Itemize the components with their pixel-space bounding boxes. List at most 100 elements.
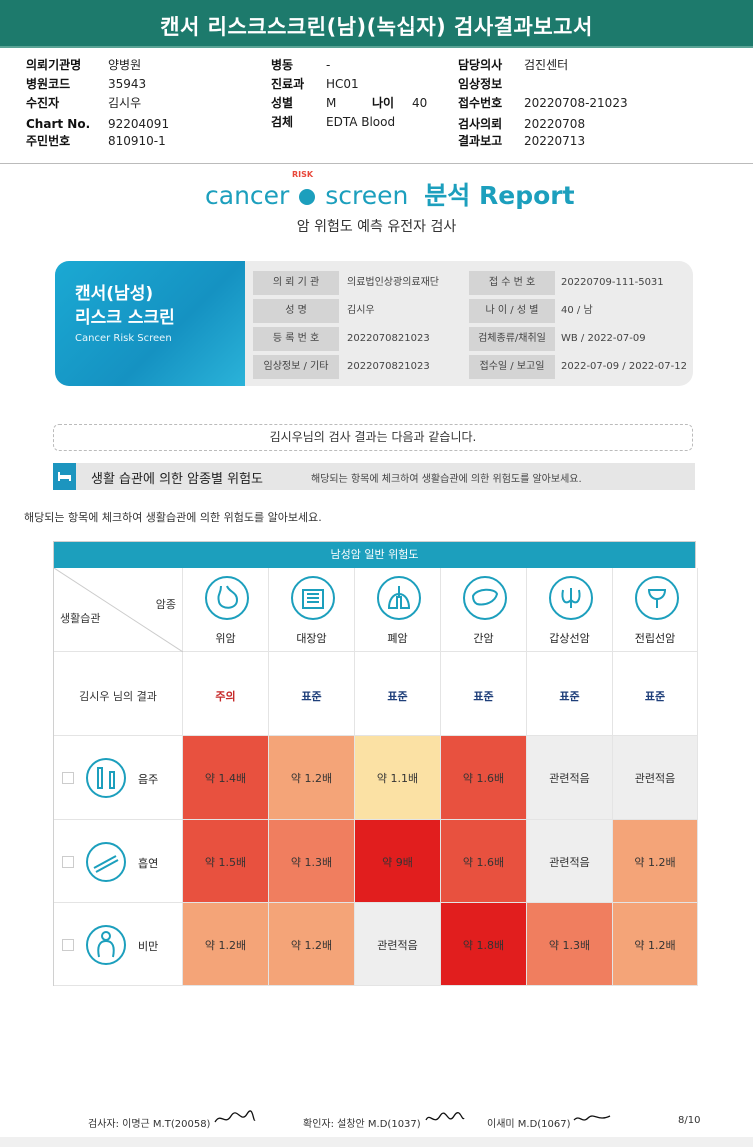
header-label: Chart No.: [26, 117, 91, 131]
obesity-icon: [86, 924, 126, 965]
result-value: 표준: [473, 690, 494, 703]
result-value: 표준: [559, 690, 580, 703]
risk-cell: 약 1.5배: [183, 820, 269, 903]
habit-checkbox[interactable]: [62, 772, 74, 784]
header-label: 결과보고: [458, 134, 503, 148]
risk-value: 약 1.6배: [462, 856, 505, 869]
header-label: 병원코드: [26, 77, 71, 91]
risk-value: 약 1.2배: [204, 939, 247, 952]
cancer-name: 갑상선암: [549, 632, 590, 645]
section-title: 생활 습관에 의한 암종별 위험도: [91, 472, 264, 487]
header-value: 20220708: [524, 117, 586, 131]
risk-cell: 약 1.2배: [613, 903, 698, 986]
tester-signature: [213, 1110, 257, 1132]
report-title: 캔서 리스크스크린(남)(녹십자) 검사결과보고서: [160, 15, 593, 39]
header-label: 의뢰기관명: [26, 58, 82, 72]
habit-label-음주: 음주: [54, 736, 183, 820]
habit-label-흡연: 흡연: [54, 820, 183, 903]
habit-checkbox[interactable]: [62, 938, 74, 951]
result-notice: 김시우님의 검사 결과는 다음과 같습니다.: [53, 424, 693, 451]
section-note: 해당되는 항목에 체크하여 생활습관에 의한 위험도를 알아보세요.: [311, 474, 582, 485]
risk-value: 약 1.3배: [548, 939, 591, 952]
brand-risk: RISK: [292, 170, 314, 179]
risk-cell: 관련적음: [355, 903, 441, 986]
card-value: 2022-07-09 / 2022-07-12: [561, 361, 687, 372]
habit-checkbox[interactable]: [62, 855, 74, 868]
risk-cell: 관련적음: [527, 736, 613, 820]
page-number: 8/10: [678, 1115, 701, 1126]
risk-value: 관련적음: [377, 939, 418, 952]
cancer-header-5: 갑상선암: [527, 568, 613, 652]
cancer-result-6: 표준: [613, 652, 698, 736]
header-label: 접수번호: [458, 96, 503, 110]
cancer-header-1: 위암: [183, 568, 269, 652]
confirmer-signature: [424, 1110, 466, 1132]
corner-diagonal: [54, 568, 183, 652]
brand-report: 분석 Report: [424, 181, 575, 210]
risk-value: 관련적음: [549, 856, 590, 869]
card-label: 접수일 / 보고일: [469, 355, 555, 379]
colon-icon: [291, 576, 335, 620]
doctor-signature: [572, 1110, 612, 1130]
result-value: 표준: [644, 690, 666, 703]
cancer-header-2: 대장암: [269, 568, 355, 652]
cancer-result-1: 주의: [183, 652, 269, 736]
risk-value: 약 1.1배: [376, 772, 419, 785]
card-label: 의 뢰 기 관: [253, 271, 339, 295]
cancer-result-4: 표준: [441, 652, 527, 736]
liver-icon: [463, 576, 507, 620]
card-label: 검체종류/채취일: [469, 327, 555, 351]
header-value: EDTA Blood: [326, 115, 396, 129]
header-label: 담당의사: [458, 58, 503, 72]
card-value: 김시우: [347, 305, 375, 316]
result-label-text: 김시우 님의 결과: [79, 690, 157, 703]
header-value: 김시우: [108, 96, 142, 110]
header-value: 35943: [108, 77, 147, 91]
header-value: 20220713: [524, 134, 586, 148]
header-value: 양병원: [108, 58, 142, 72]
brand-dot-icon: [299, 189, 316, 205]
card-value: 의료법인상광의료재단: [347, 277, 439, 288]
result-value: 주의: [215, 690, 236, 703]
header-label: 검사의뢰: [458, 117, 503, 131]
table-heading: 남성암 일반 위험도: [54, 542, 695, 568]
header-label: 검체: [271, 115, 294, 129]
guide-text: 해당되는 항목에 체크하여 생활습관에 의한 위험도를 알아보세요.: [24, 511, 322, 524]
risk-cell: 관련적음: [613, 736, 698, 820]
cancer-name: 간암: [473, 632, 494, 645]
card-title-3: Cancer Risk Screen: [75, 333, 172, 344]
card-label: 성 명: [253, 299, 339, 323]
card-value: 2022070821023: [347, 333, 430, 344]
table-corner: 암종 생활습관: [54, 568, 183, 652]
card-value: 2022070821023: [347, 361, 430, 372]
risk-cell: 약 1.2배: [183, 903, 269, 986]
header-label: 임상정보: [458, 77, 503, 91]
header-value: 검진센터: [524, 58, 569, 72]
section-header: 생활 습관에 의한 암종별 위험도 해당되는 항목에 체크하여 생활습관에 의한…: [53, 463, 695, 490]
header-label: 성별: [271, 96, 294, 110]
habit-name: 음주: [138, 773, 159, 786]
risk-value: 약 1.2배: [634, 856, 676, 869]
brand-screen: screen: [325, 181, 409, 210]
card-value: 20220709-111-5031: [561, 277, 664, 288]
result-value: 표준: [301, 690, 322, 703]
cancer-header-6: 전립선암: [613, 568, 698, 652]
cancer-header-3: 폐암: [355, 568, 441, 652]
risk-value: 관련적음: [634, 772, 676, 785]
risk-cell: 약 1.2배: [613, 820, 698, 903]
risk-cell: 약 9배: [355, 820, 441, 903]
habit-name: 비만: [138, 939, 159, 953]
header-value: 20220708-21023: [524, 96, 628, 110]
report-subtitle: 암 위험도 예측 유전자 검사: [296, 219, 457, 235]
header-label: 수진자: [26, 96, 60, 110]
drinking-icon: [86, 758, 126, 798]
habit-label-비만: 비만: [54, 903, 183, 986]
risk-cell: 약 1.2배: [269, 903, 355, 986]
cancer-result-3: 표준: [355, 652, 441, 736]
cancer-name: 폐암: [387, 632, 408, 645]
header-value: 810910-1: [108, 134, 166, 148]
stomach-icon: [205, 576, 249, 620]
corner-bottom-label: 생활습관: [60, 612, 101, 625]
footer-confirmer: 확인자: 설창안 M.D(1037): [303, 1119, 421, 1130]
footer-doctor: 이새미 M.D(1067): [487, 1119, 571, 1130]
